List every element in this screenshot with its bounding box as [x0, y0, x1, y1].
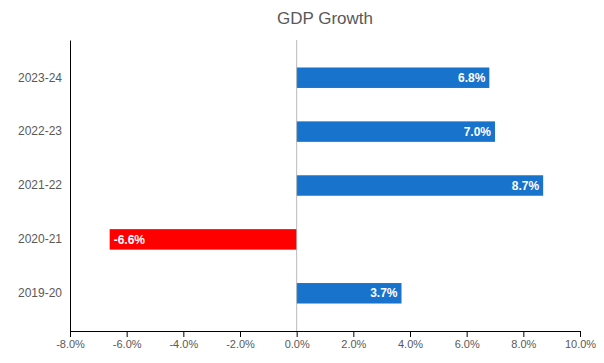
- x-tick: -8.0%: [56, 331, 85, 350]
- x-tick: -6.0%: [113, 331, 142, 350]
- x-tick-label: 4.0%: [398, 338, 423, 350]
- x-tick: -4.0%: [169, 331, 198, 350]
- x-tick-label: 8.0%: [511, 338, 536, 350]
- x-tick: 2.0%: [341, 331, 366, 350]
- chart-container: -8.0% -6.0% -4.0% -2.0% 0.0% 2.0% 4.0% 6.0% 8.0%…: [0, 0, 604, 363]
- x-tick-mark: [127, 331, 128, 337]
- x-tick-label: 10.0%: [565, 338, 596, 350]
- y-tick: 2022-23: [18, 124, 70, 138]
- x-tick-mark: [183, 331, 184, 337]
- y-tick-label: 2019-20: [18, 286, 62, 300]
- x-tick-label: 6.0%: [455, 338, 480, 350]
- y-tick: 2021-22: [18, 178, 70, 192]
- x-tick-mark: [523, 331, 524, 337]
- data-label: -6.6%: [114, 233, 146, 247]
- zero-line: [296, 40, 297, 331]
- data-labels: 3.7% -6.6% 8.7% 7.0% 6.8%: [114, 71, 540, 301]
- x-tick-label: 0.0%: [285, 338, 310, 350]
- x-tick: 6.0%: [455, 331, 480, 350]
- bar: [297, 283, 402, 303]
- x-tick-mark: [240, 331, 241, 337]
- x-tick-mark: [297, 331, 298, 337]
- x-tick: 4.0%: [398, 331, 423, 350]
- x-tick-label: -2.0%: [226, 338, 255, 350]
- y-axis: 2019-20 2020-21 2021-22 2022-23 2023-24: [18, 41, 71, 332]
- bar: [297, 121, 495, 141]
- y-tick: 2019-20: [18, 286, 70, 300]
- x-axis: -8.0% -6.0% -4.0% -2.0% 0.0% 2.0% 4.0% 6.0% 8.0%…: [56, 331, 596, 350]
- data-label: 3.7%: [370, 286, 398, 300]
- data-label: 7.0%: [464, 125, 492, 139]
- x-tick: 10.0%: [565, 331, 596, 350]
- x-tick-label: -8.0%: [56, 338, 85, 350]
- chart-svg: -8.0% -6.0% -4.0% -2.0% 0.0% 2.0% 4.0% 6.0% 8.0%…: [0, 0, 604, 363]
- x-tick-mark: [353, 331, 354, 337]
- y-axis-line: [70, 41, 71, 332]
- bars: [110, 67, 544, 303]
- y-tick: 2023-24: [18, 71, 70, 85]
- bar: [297, 67, 490, 87]
- bar: [110, 229, 297, 249]
- x-tick-mark: [410, 331, 411, 337]
- x-tick-mark: [70, 331, 71, 337]
- y-tick-label: 2022-23: [18, 124, 62, 138]
- x-tick: -2.0%: [226, 331, 255, 350]
- x-tick-label: -4.0%: [169, 338, 198, 350]
- plot: -8.0% -6.0% -4.0% -2.0% 0.0% 2.0% 4.0% 6.0% 8.0%…: [18, 40, 596, 350]
- data-label: 8.7%: [512, 179, 540, 193]
- data-label: 6.8%: [458, 71, 486, 85]
- y-tick: 2020-21: [18, 232, 70, 246]
- title: GDP Growth: [277, 9, 373, 28]
- x-tick-mark: [580, 331, 581, 337]
- x-tick-label: -6.0%: [113, 338, 142, 350]
- y-tick-label: 2020-21: [18, 232, 62, 246]
- x-tick-label: 2.0%: [341, 338, 366, 350]
- x-tick-mark: [467, 331, 468, 337]
- bar: [297, 175, 544, 195]
- x-axis-line: [71, 332, 581, 338]
- x-tick: 8.0%: [511, 331, 536, 350]
- y-tick-label: 2023-24: [18, 71, 62, 85]
- x-tick: 0.0%: [285, 331, 310, 350]
- y-tick-label: 2021-22: [18, 178, 62, 192]
